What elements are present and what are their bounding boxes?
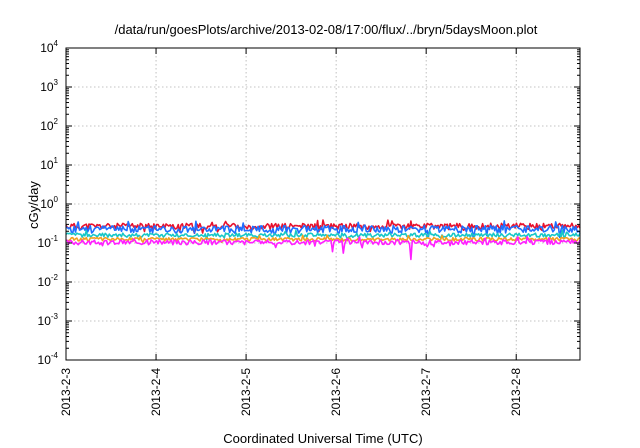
series-line-4 — [65, 234, 581, 244]
y-tick-label: 101 — [40, 156, 58, 172]
y-tick-label: 10-2 — [38, 273, 59, 289]
y-tick-label: 104 — [40, 39, 58, 55]
y-tick-label: 103 — [40, 78, 58, 94]
y-tick-label: 102 — [40, 117, 58, 133]
chart-title: /data/run/goesPlots/archive/2013-02-08/1… — [115, 22, 538, 37]
y-tick-labels: 10-4 10-3 10-2 10-1 100 101 102 103 104 — [38, 39, 59, 367]
y-axis-label: cGy/day — [26, 181, 41, 229]
x-tick-label: 2013-2-6 — [329, 368, 343, 416]
y-tick-label: 100 — [40, 195, 58, 211]
series-line-3 — [65, 229, 581, 241]
y-tick-label: 10-1 — [38, 234, 59, 250]
x-tick-label: 2013-2-4 — [149, 368, 163, 416]
x-tick-label: 2013-2-8 — [509, 368, 523, 416]
series-line-2 — [65, 220, 581, 239]
x-tick-label: 2013-2-5 — [239, 368, 253, 416]
y-tick-label: 10-4 — [38, 351, 59, 367]
axes-ticks — [65, 47, 580, 361]
plot-area — [65, 219, 581, 261]
x-tick-label: 2013-2-7 — [419, 368, 433, 416]
grid — [66, 48, 580, 360]
x-tick-labels: 2013-2-3 2013-2-4 2013-2-5 2013-2-6 2013-2-7… — [59, 368, 523, 416]
x-tick-label: 2013-2-3 — [59, 368, 73, 416]
y-tick-label: 10-3 — [38, 312, 59, 328]
x-axis-label: Coordinated Universal Time (UTC) — [223, 431, 422, 446]
series-line-5 — [65, 235, 581, 261]
